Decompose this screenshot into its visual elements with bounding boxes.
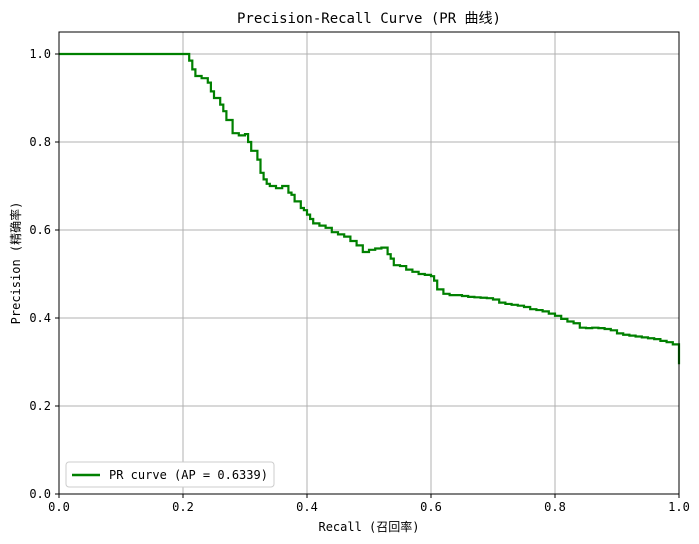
series-line-0 [59,52,681,365]
x-tick-label: 0.0 [48,500,70,514]
legend: PR curve (AP = 0.6339) [65,461,275,488]
y-axis-label: Precision (精确率) [8,202,23,325]
series-layer [59,52,681,365]
legend-box [65,461,275,488]
x-axis-label: Recall (召回率) [318,519,419,534]
y-tick-label: 0.6 [29,223,51,237]
y-tick-label: 1.0 [29,47,51,61]
x-tick-label: 0.4 [296,500,318,514]
y-axis-ticks: 0.0 0.2 0.4 0.6 0.8 1.0 [29,47,59,501]
plot-frame [58,31,680,495]
y-tick-label: 0.0 [29,487,51,501]
grid [58,32,680,495]
x-tick-label: 0.2 [172,500,194,514]
y-tick-label: 0.4 [29,311,51,325]
x-axis-ticks: 0.0 0.2 0.4 0.6 0.8 1.0 [48,494,690,514]
y-tick-label: 0.8 [29,135,51,149]
x-tick-label: 0.8 [544,500,566,514]
chart-title: Precision-Recall Curve (PR 曲线) [237,11,501,27]
legend-entry-label: PR curve (AP = 0.6339) [109,468,268,482]
x-tick-label: 0.6 [420,500,442,514]
x-tick-label: 1.0 [668,500,690,514]
y-tick-label: 0.2 [29,399,51,413]
